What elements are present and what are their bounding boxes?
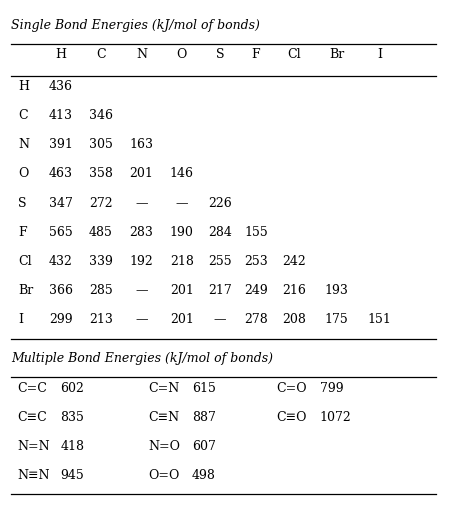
Text: —: — bbox=[176, 197, 188, 210]
Text: 485: 485 bbox=[89, 226, 113, 239]
Text: C≡N: C≡N bbox=[148, 411, 179, 424]
Text: C=C: C=C bbox=[17, 382, 47, 395]
Text: 151: 151 bbox=[367, 313, 392, 326]
Text: 391: 391 bbox=[48, 138, 73, 152]
Text: Cl: Cl bbox=[18, 255, 31, 268]
Text: 190: 190 bbox=[170, 226, 194, 239]
Text: 366: 366 bbox=[48, 284, 73, 297]
Text: 217: 217 bbox=[208, 284, 232, 297]
Text: C≡C: C≡C bbox=[17, 411, 47, 424]
Text: 305: 305 bbox=[89, 138, 113, 152]
Text: O: O bbox=[176, 48, 187, 61]
Text: 255: 255 bbox=[208, 255, 232, 268]
Text: S: S bbox=[18, 197, 26, 210]
Text: F: F bbox=[251, 48, 260, 61]
Text: O: O bbox=[18, 167, 28, 181]
Text: 278: 278 bbox=[244, 313, 268, 326]
Text: 565: 565 bbox=[49, 226, 72, 239]
Text: N: N bbox=[136, 48, 147, 61]
Text: 285: 285 bbox=[89, 284, 113, 297]
Text: 201: 201 bbox=[129, 167, 154, 181]
Text: 835: 835 bbox=[61, 411, 84, 424]
Text: 226: 226 bbox=[208, 197, 232, 210]
Text: 192: 192 bbox=[130, 255, 153, 268]
Text: 283: 283 bbox=[129, 226, 154, 239]
Text: F: F bbox=[18, 226, 26, 239]
Text: 602: 602 bbox=[61, 382, 84, 395]
Text: 201: 201 bbox=[170, 284, 194, 297]
Text: —: — bbox=[135, 284, 148, 297]
Text: I: I bbox=[377, 48, 382, 61]
Text: 242: 242 bbox=[282, 255, 306, 268]
Text: 498: 498 bbox=[192, 469, 216, 482]
Text: Multiple Bond Energies (kJ/mol of bonds): Multiple Bond Energies (kJ/mol of bonds) bbox=[11, 352, 273, 365]
Text: 175: 175 bbox=[325, 313, 348, 326]
Text: 887: 887 bbox=[192, 411, 216, 424]
Text: 284: 284 bbox=[208, 226, 232, 239]
Text: N=O: N=O bbox=[148, 440, 180, 453]
Text: 339: 339 bbox=[89, 255, 113, 268]
Text: 216: 216 bbox=[282, 284, 306, 297]
Text: N=N: N=N bbox=[17, 440, 50, 453]
Text: —: — bbox=[135, 197, 148, 210]
Text: 607: 607 bbox=[192, 440, 216, 453]
Text: 163: 163 bbox=[129, 138, 154, 152]
Text: Br: Br bbox=[329, 48, 344, 61]
Text: 346: 346 bbox=[89, 109, 113, 122]
Text: Cl: Cl bbox=[287, 48, 301, 61]
Text: C: C bbox=[18, 109, 27, 122]
Text: 413: 413 bbox=[48, 109, 73, 122]
Text: Single Bond Energies (kJ/mol of bonds): Single Bond Energies (kJ/mol of bonds) bbox=[11, 19, 260, 32]
Text: 463: 463 bbox=[48, 167, 73, 181]
Text: 146: 146 bbox=[170, 167, 194, 181]
Text: 155: 155 bbox=[244, 226, 268, 239]
Text: 249: 249 bbox=[244, 284, 268, 297]
Text: —: — bbox=[135, 313, 148, 326]
Text: 799: 799 bbox=[320, 382, 343, 395]
Text: H: H bbox=[18, 80, 29, 93]
Text: C≡O: C≡O bbox=[276, 411, 307, 424]
Text: 358: 358 bbox=[89, 167, 113, 181]
Text: 347: 347 bbox=[48, 197, 73, 210]
Text: 615: 615 bbox=[192, 382, 216, 395]
Text: —: — bbox=[214, 313, 226, 326]
Text: I: I bbox=[18, 313, 23, 326]
Text: 299: 299 bbox=[49, 313, 72, 326]
Text: 253: 253 bbox=[244, 255, 268, 268]
Text: 218: 218 bbox=[170, 255, 194, 268]
Text: 418: 418 bbox=[61, 440, 84, 453]
Text: N≡N: N≡N bbox=[17, 469, 49, 482]
Text: C=N: C=N bbox=[148, 382, 180, 395]
Text: 208: 208 bbox=[282, 313, 306, 326]
Text: 272: 272 bbox=[89, 197, 113, 210]
Text: S: S bbox=[216, 48, 224, 61]
Text: 213: 213 bbox=[89, 313, 113, 326]
Text: C: C bbox=[96, 48, 106, 61]
Text: N: N bbox=[18, 138, 29, 152]
Text: C=O: C=O bbox=[276, 382, 307, 395]
Text: 432: 432 bbox=[48, 255, 73, 268]
Text: 201: 201 bbox=[170, 313, 194, 326]
Text: 1072: 1072 bbox=[320, 411, 352, 424]
Text: Br: Br bbox=[18, 284, 33, 297]
Text: 436: 436 bbox=[48, 80, 73, 93]
Text: 193: 193 bbox=[325, 284, 349, 297]
Text: 945: 945 bbox=[61, 469, 84, 482]
Text: H: H bbox=[55, 48, 66, 61]
Text: O=O: O=O bbox=[148, 469, 180, 482]
